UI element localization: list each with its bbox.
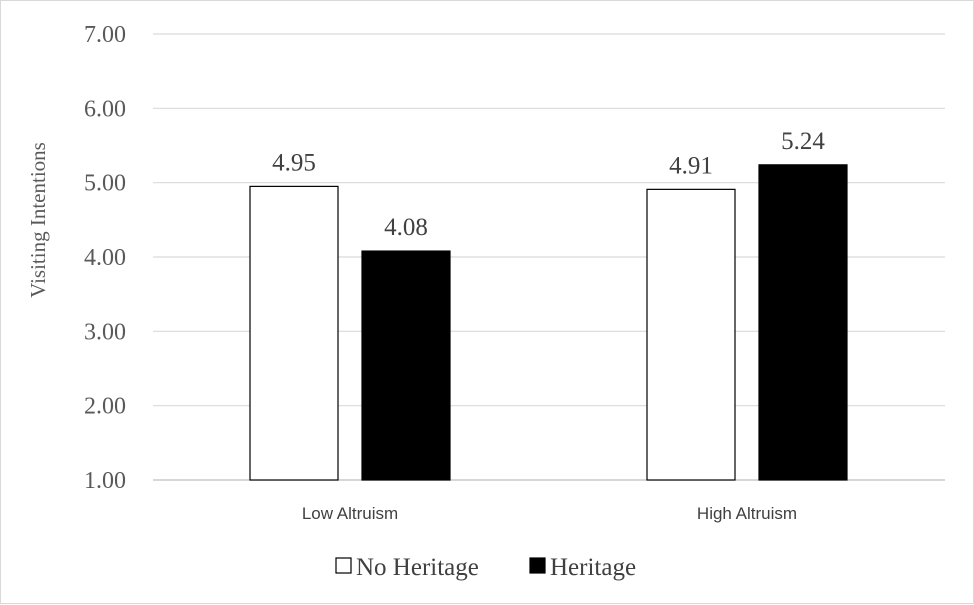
- y-tick-label: 5.00: [84, 171, 126, 197]
- x-axis-categories: Low Altruism High Altruism: [302, 504, 797, 523]
- y-axis-label: Visiting Intentions: [26, 142, 50, 298]
- bars: [249, 164, 848, 481]
- bar-heritage-low-altruism: [361, 250, 451, 481]
- y-tick-label: 3.00: [84, 319, 126, 345]
- legend-label: No Heritage: [356, 554, 479, 581]
- legend-label: Heritage: [550, 554, 636, 581]
- category-label: Low Altruism: [302, 504, 398, 523]
- bar-heritage-high-altruism: [758, 164, 848, 481]
- legend: No Heritage Heritage: [335, 554, 636, 581]
- data-label: 5.24: [781, 128, 825, 155]
- bar-no-heritage-low-altruism: [249, 185, 339, 481]
- y-tick-label: 2.00: [84, 394, 126, 420]
- y-tick-label: 6.00: [84, 96, 126, 122]
- data-label: 4.08: [384, 214, 428, 241]
- data-label: 4.91: [669, 152, 713, 179]
- category-label: High Altruism: [697, 504, 797, 523]
- y-axis-ticks: 1.00 2.00 3.00 4.00 5.00 6.00 7.00: [84, 22, 126, 494]
- legend-swatch: [529, 557, 546, 574]
- y-tick-label: 1.00: [84, 468, 126, 494]
- y-tick-label: 4.00: [84, 245, 126, 271]
- y-tick-label: 7.00: [84, 22, 126, 48]
- data-label: 4.95: [272, 149, 316, 176]
- data-labels: 4.95 4.08 4.91 5.24: [272, 128, 825, 241]
- legend-swatch: [335, 557, 352, 574]
- bar-no-heritage-high-altruism: [646, 188, 736, 481]
